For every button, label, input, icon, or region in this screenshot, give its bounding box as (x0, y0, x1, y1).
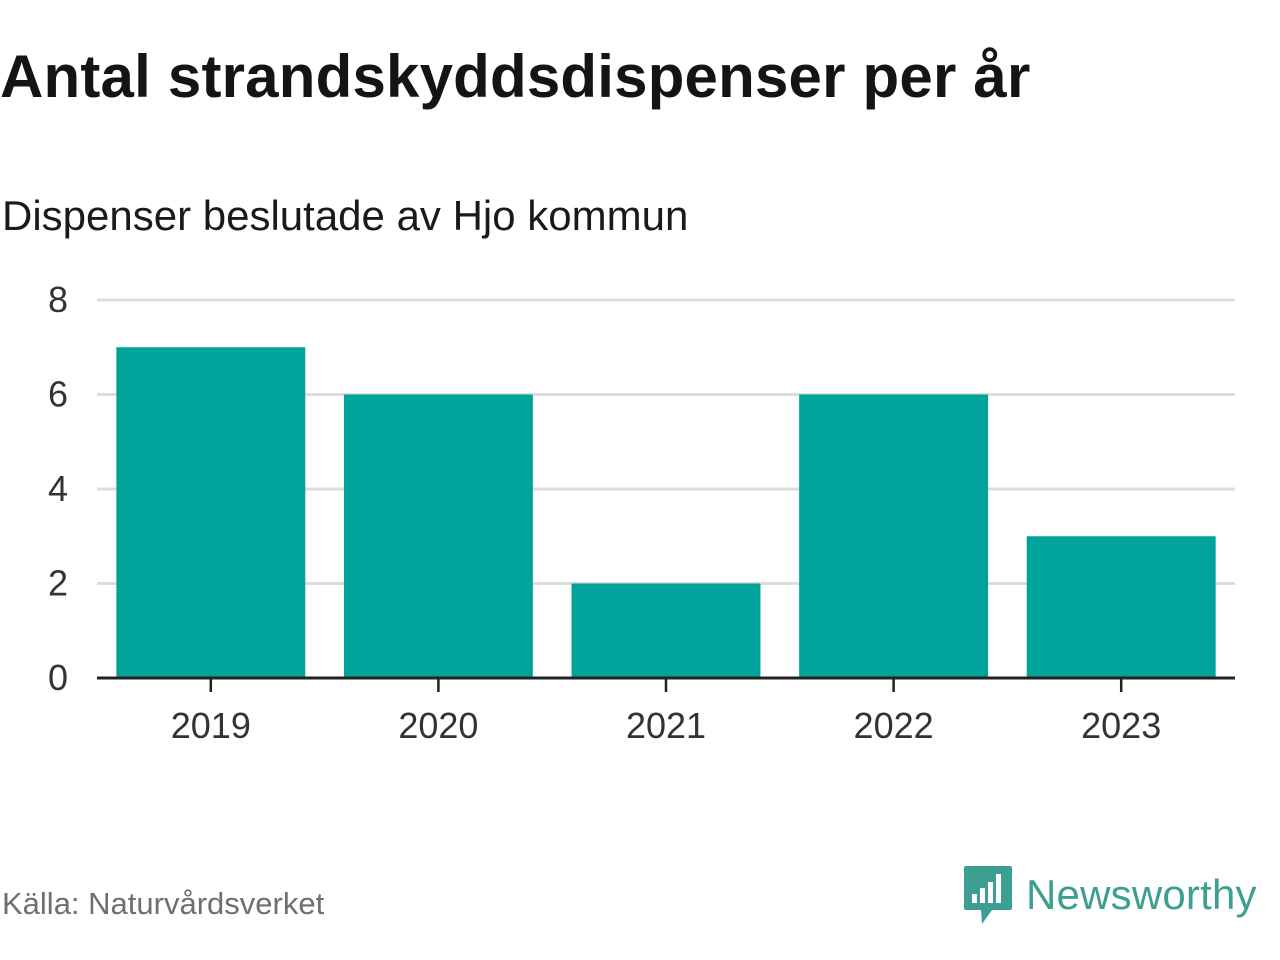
y-tick-label: 0 (48, 657, 68, 698)
source-note: Källa: Naturvårdsverket (2, 886, 325, 921)
brand-name: Newsworthy (1026, 871, 1257, 918)
y-tick-label: 2 (48, 563, 68, 604)
bars (116, 347, 1216, 678)
x-tick-label: 2022 (854, 705, 934, 746)
bar-2022 (799, 394, 989, 678)
bar-2020 (343, 394, 533, 678)
newsworthy-logo-icon (964, 866, 1012, 924)
y-tick-label: 8 (48, 279, 68, 320)
x-tick-label: 2021 (626, 705, 706, 746)
chart-title: Antal strandskyddsdispenser per år (0, 43, 1031, 110)
chart-subtitle: Dispenser beslutade av Hjo kommun (2, 192, 689, 239)
bar-chart: 0 2 4 6 8 2019 2020 2021 2022 2023 (48, 279, 1235, 746)
bar-2021 (571, 583, 761, 678)
x-axis-ticks: 2019 2020 2021 2022 2023 (171, 678, 1161, 746)
brand-logo[interactable]: Newsworthy (962, 862, 1257, 928)
x-tick-label: 2019 (171, 705, 251, 746)
y-axis-ticks: 0 2 4 6 8 (48, 279, 68, 698)
x-tick-label: 2023 (1081, 705, 1161, 746)
bar-2019 (116, 347, 306, 678)
y-tick-label: 6 (48, 374, 68, 415)
x-tick-label: 2020 (398, 705, 478, 746)
bar-2023 (1026, 536, 1216, 678)
y-tick-label: 4 (48, 468, 68, 509)
